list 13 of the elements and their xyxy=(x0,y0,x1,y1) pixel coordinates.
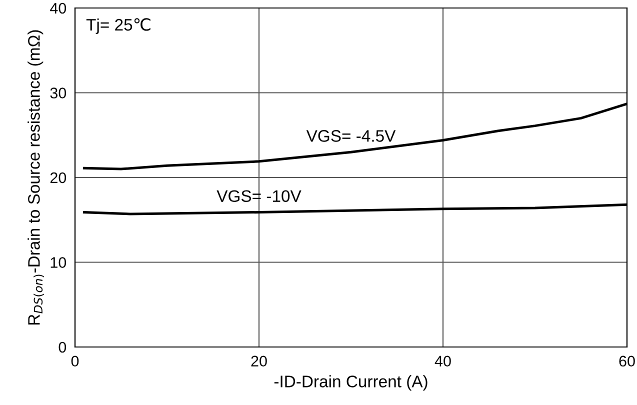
x-tick-label: 0 xyxy=(71,356,79,367)
x-axis-title: -ID-Drain Current (A) xyxy=(274,375,428,391)
x-tick-label: 20 xyxy=(251,356,267,367)
series-label: VGS= -4.5V xyxy=(306,130,396,142)
y-tick-label: 0 xyxy=(58,342,66,353)
y-axis-title: R$_{DS(on)}$-Drain to Source resistance (mΩ) xyxy=(28,30,44,325)
y-tick-label: 10 xyxy=(50,257,66,268)
annotation: Tj= 25℃ xyxy=(86,18,150,34)
y-tick-label: 40 xyxy=(50,2,66,14)
y-tick-label: 30 xyxy=(50,88,66,98)
y-tick-label: 20 xyxy=(50,172,66,184)
x-tick-label: 40 xyxy=(434,356,451,367)
x-tick-label: 60 xyxy=(619,356,635,367)
